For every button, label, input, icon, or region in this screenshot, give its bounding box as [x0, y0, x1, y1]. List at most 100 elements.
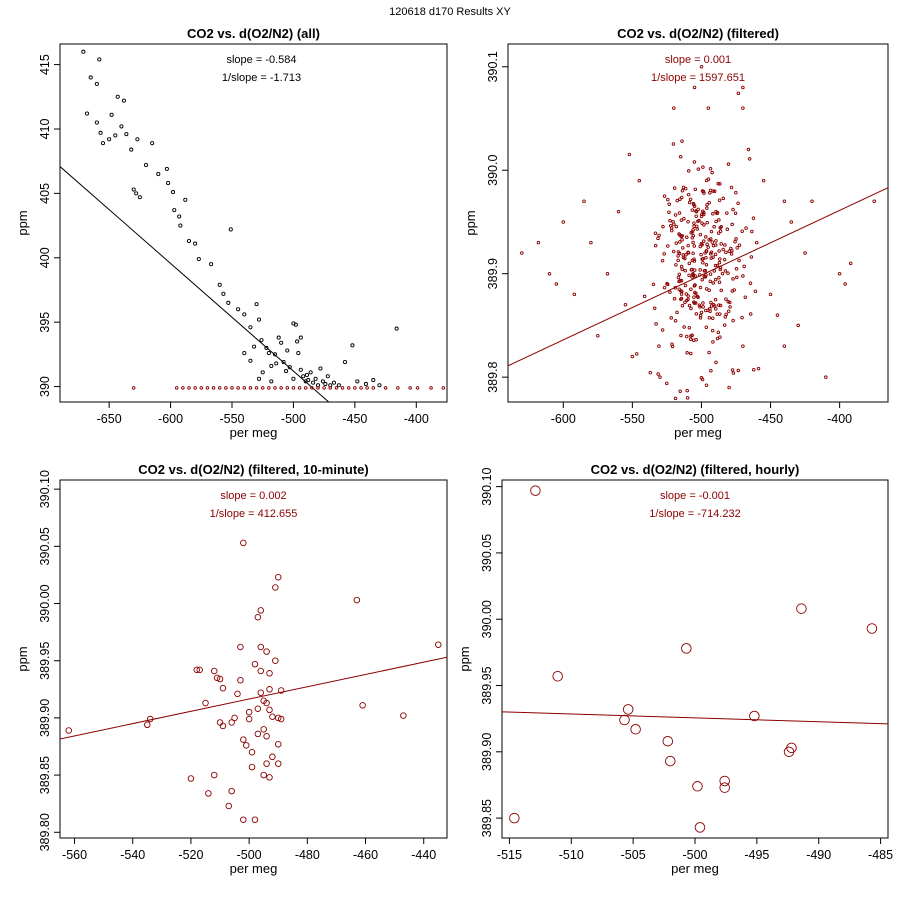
- data-point: [704, 325, 709, 329]
- x-tick-label: -440: [411, 848, 436, 862]
- data-point: [734, 190, 738, 195]
- data-point: [266, 774, 273, 781]
- data-point: [634, 352, 639, 356]
- data-point: [240, 816, 247, 823]
- data-point: [688, 337, 693, 342]
- data-point: [589, 240, 593, 245]
- data-point: [676, 250, 681, 254]
- data-point: [718, 226, 722, 230]
- y-axis-label: ppm: [15, 646, 30, 671]
- data-point: [260, 370, 265, 375]
- data-point: [810, 199, 814, 204]
- data-point: [726, 309, 731, 314]
- data-point: [718, 267, 723, 272]
- data-point: [679, 296, 684, 301]
- data-point: [705, 242, 709, 246]
- data-point: [260, 726, 267, 733]
- data-point: [701, 165, 705, 169]
- data-point: [704, 273, 708, 277]
- data-point: [728, 305, 732, 309]
- data-point: [699, 252, 703, 257]
- data-point: [687, 200, 692, 205]
- y-tick-label: 390.05: [38, 527, 52, 565]
- data-point: [353, 386, 357, 390]
- data-point: [683, 268, 687, 273]
- data-point: [695, 227, 699, 231]
- data-point: [219, 722, 227, 730]
- data-point: [224, 386, 228, 390]
- data-point: [700, 257, 704, 261]
- data-point: [729, 252, 734, 256]
- data-point: [353, 596, 361, 604]
- data-point: [672, 186, 677, 190]
- data-point: [273, 386, 277, 390]
- data-point: [737, 258, 741, 263]
- data-point: [291, 386, 296, 390]
- data-point: [252, 344, 257, 349]
- data-point: [293, 322, 298, 327]
- chart-panel-1: CO2 vs. d(O2/N2) (all) -650 -600 -550 -500 -4…: [15, 26, 448, 440]
- data-point: [256, 317, 262, 322]
- data-point: [245, 715, 253, 723]
- annotation: slope = 0.001: [665, 54, 731, 66]
- data-point: [172, 208, 177, 213]
- data-point: [277, 687, 285, 694]
- data-point: [654, 322, 658, 326]
- data-point: [237, 643, 244, 651]
- data-point: [274, 361, 279, 366]
- data-point: [701, 189, 706, 194]
- data-point: [691, 234, 696, 238]
- data-point: [730, 222, 734, 227]
- data-point: [342, 360, 348, 365]
- plots-container: CO2 vs. d(O2/N2) (all) -650 -600 -550 -500 -4…: [15, 26, 893, 876]
- data-point: [707, 350, 711, 355]
- data-point: [630, 354, 635, 359]
- data-point: [756, 366, 761, 371]
- data-point: [692, 295, 696, 299]
- annotation: 1/slope = -714.232: [649, 508, 740, 520]
- data-point: [680, 303, 685, 308]
- data-point: [277, 715, 285, 723]
- x-tick-label: -500: [237, 848, 262, 862]
- data-point: [709, 250, 714, 254]
- data-point: [520, 251, 524, 255]
- x-axis-label: per meg: [671, 861, 719, 876]
- data-point: [359, 386, 363, 390]
- data-point: [691, 228, 695, 232]
- data-point: [667, 210, 671, 215]
- y-tick-label: 390.00: [480, 600, 494, 638]
- data-point: [174, 386, 179, 390]
- data-point: [660, 328, 665, 332]
- data-point: [236, 307, 241, 312]
- data-point: [257, 689, 265, 696]
- data-point: [676, 258, 680, 263]
- data-point: [733, 211, 738, 216]
- data-point: [296, 351, 301, 356]
- data-point: [210, 667, 218, 675]
- data-point: [113, 133, 118, 138]
- data-point: [679, 218, 684, 222]
- data-point: [318, 366, 323, 371]
- data-point: [572, 292, 577, 297]
- data-point: [673, 286, 678, 290]
- data-point: [719, 242, 723, 246]
- annotation: slope = 0.002: [220, 490, 286, 502]
- annotation: slope = -0.584: [226, 54, 296, 66]
- x-tick-label: -505: [621, 848, 646, 862]
- data-point: [107, 137, 112, 142]
- data-point: [717, 198, 722, 202]
- data-point: [685, 235, 689, 240]
- data-point: [872, 199, 876, 204]
- data-point: [134, 191, 139, 196]
- data-point: [242, 312, 247, 317]
- data-point: [186, 238, 192, 244]
- x-tick-label: -510: [559, 848, 584, 862]
- data-point: [722, 257, 727, 262]
- data-point: [741, 274, 745, 278]
- data-point: [701, 212, 706, 217]
- data-point: [94, 120, 99, 125]
- data-point: [260, 771, 267, 779]
- data-point: [697, 218, 701, 223]
- data-point: [205, 386, 210, 390]
